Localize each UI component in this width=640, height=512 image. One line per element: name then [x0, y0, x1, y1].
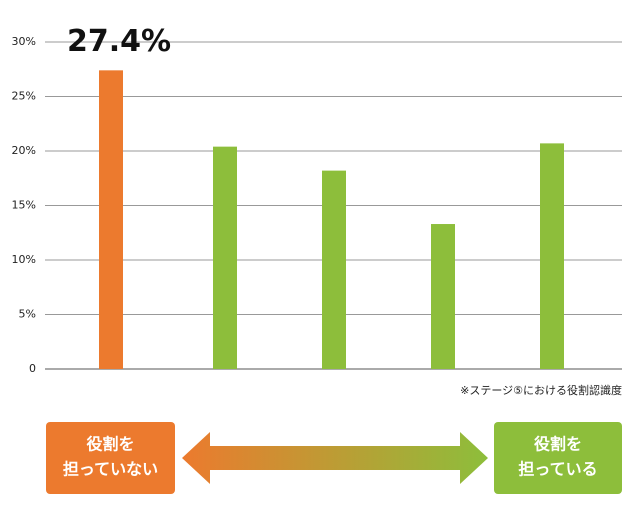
box-text: 担っていない [63, 460, 158, 479]
box-text: 役割を [534, 435, 582, 454]
y-tick-label: 25% [12, 90, 36, 103]
value-label: 27.4% [67, 24, 171, 59]
box-text: 担っている [518, 460, 597, 479]
box-text: 役割を [86, 435, 134, 454]
y-tick-label: 0 [29, 362, 36, 375]
note: ※ステージ⑤における役割認識度 [460, 383, 622, 397]
bar [99, 70, 123, 369]
y-tick-label: 30% [12, 35, 36, 48]
y-tick-label: 10% [12, 253, 36, 266]
bar [213, 146, 237, 369]
bar [431, 224, 455, 369]
legend-box-left [46, 422, 175, 494]
y-tick-label: 20% [12, 144, 36, 157]
bar [540, 143, 564, 369]
legend-box-right [494, 422, 622, 494]
bar [322, 170, 346, 369]
y-tick-label: 5% [19, 308, 36, 321]
y-tick-label: 15% [12, 199, 36, 212]
arrow [182, 432, 488, 484]
